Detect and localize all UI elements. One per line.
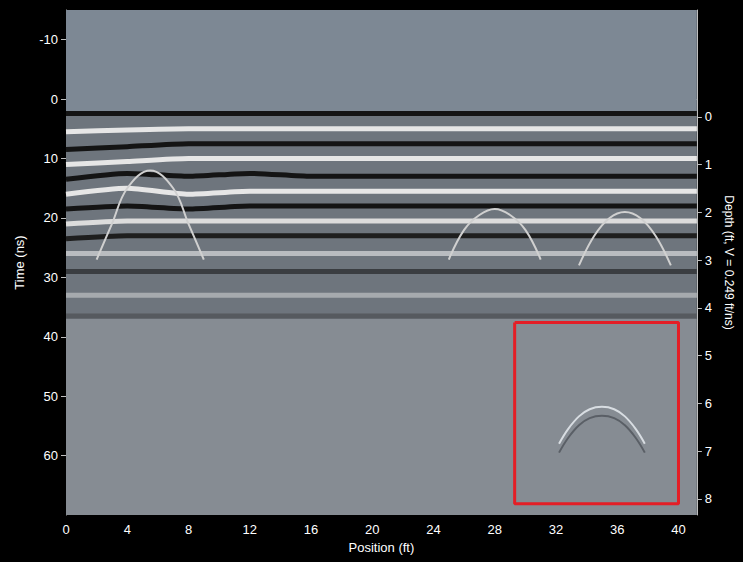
- svg-text:4: 4: [124, 522, 131, 537]
- svg-text:2: 2: [705, 205, 712, 220]
- svg-text:Depth (ft, V = 0.249 ft/ns): Depth (ft, V = 0.249 ft/ns): [722, 195, 736, 329]
- svg-text:0: 0: [705, 109, 712, 124]
- svg-text:12: 12: [243, 522, 257, 537]
- svg-text:0: 0: [62, 522, 69, 537]
- svg-text:20: 20: [365, 522, 379, 537]
- svg-text:0: 0: [51, 92, 58, 107]
- svg-text:60: 60: [44, 448, 58, 463]
- svg-text:20: 20: [44, 210, 58, 225]
- svg-text:30: 30: [44, 270, 58, 285]
- svg-text:8: 8: [705, 491, 712, 506]
- svg-text:50: 50: [44, 389, 58, 404]
- svg-text:40: 40: [671, 522, 685, 537]
- svg-text:3: 3: [705, 253, 712, 268]
- svg-text:32: 32: [549, 522, 563, 537]
- svg-text:-10: -10: [39, 32, 58, 47]
- svg-text:40: 40: [44, 329, 58, 344]
- svg-text:6: 6: [705, 396, 712, 411]
- svg-text:16: 16: [304, 522, 318, 537]
- svg-text:10: 10: [44, 151, 58, 166]
- svg-text:7: 7: [705, 444, 712, 459]
- svg-text:8: 8: [185, 522, 192, 537]
- svg-text:Time (ns): Time (ns): [12, 235, 27, 289]
- svg-text:36: 36: [610, 522, 624, 537]
- svg-text:5: 5: [705, 348, 712, 363]
- svg-text:28: 28: [488, 522, 502, 537]
- svg-text:Position (ft): Position (ft): [349, 540, 415, 555]
- svg-text:1: 1: [705, 157, 712, 172]
- svg-text:4: 4: [705, 300, 712, 315]
- svg-text:24: 24: [426, 522, 440, 537]
